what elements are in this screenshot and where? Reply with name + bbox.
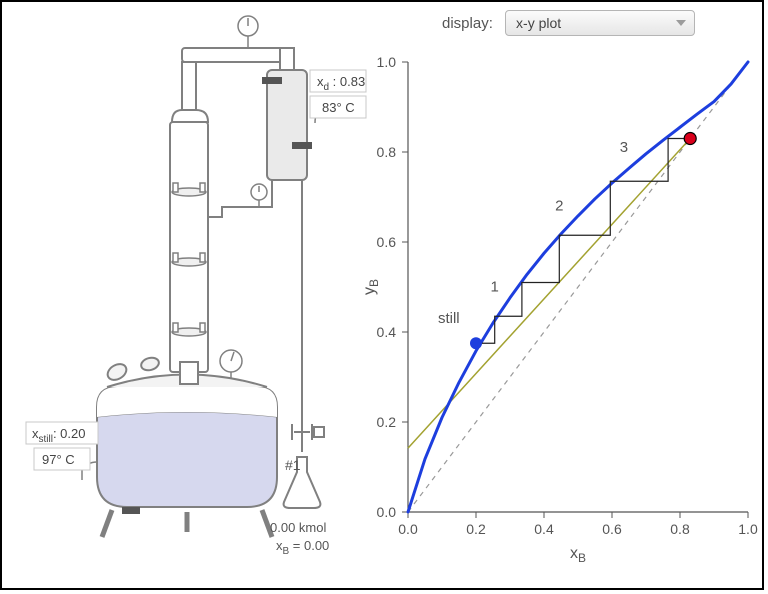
display-dropdown-value: x-y plot [516,15,561,31]
svg-text:1: 1 [491,279,499,296]
svg-text:yB: yB [361,279,381,295]
condenser [262,70,312,180]
app-frame: display: x-y plot [0,0,764,590]
svg-text:97° C: 97° C [42,452,75,467]
svg-text:3: 3 [620,139,628,156]
svg-text:0.4: 0.4 [534,521,554,537]
gauge-icon [238,16,258,48]
svg-text:0.8: 0.8 [377,144,397,160]
gauge-icon [220,350,242,378]
svg-text:0.2: 0.2 [377,414,397,430]
svg-text:0.0: 0.0 [377,504,397,520]
display-label: display: [442,15,493,32]
distillation-apparatus: #1 0.00 kmol xB = 0.00 xd : 0.83 83° C x… [12,2,372,592]
product-valve [292,424,324,440]
xstill-readout: xstill: 0.20 97° C [26,422,98,480]
pot-drain-valve [122,507,140,514]
svg-text:0.6: 0.6 [602,521,622,537]
svg-text:0.4: 0.4 [377,324,397,340]
svg-text:1.0: 1.0 [738,521,758,537]
svg-text:0.0: 0.0 [398,521,418,537]
gauge-icon [251,184,267,207]
xy-chart: 0.0 0.2 0.4 0.6 0.8 1.0 0.0 0.2 0.4 0.6 0.8 1.0 xB yB… [358,52,758,592]
svg-text:1.0: 1.0 [377,54,397,70]
product-line [292,180,324,452]
svg-text:0.2: 0.2 [466,521,486,537]
svg-text:still: still [438,310,460,327]
svg-text:0.8: 0.8 [670,521,690,537]
flask-number: #1 [285,457,301,473]
display-control: display: x-y plot [442,10,695,36]
svg-text:2: 2 [555,198,563,215]
svg-text:0.6: 0.6 [377,234,397,250]
flask-amount: 0.00 kmol [270,520,326,535]
svg-text:83° C: 83° C [322,100,355,115]
flask-xb: xB = 0.00 [276,538,329,557]
svg-text:xB: xB [570,545,586,565]
column [170,122,208,384]
chevron-down-icon [676,20,686,26]
display-dropdown[interactable]: x-y plot [505,10,695,36]
